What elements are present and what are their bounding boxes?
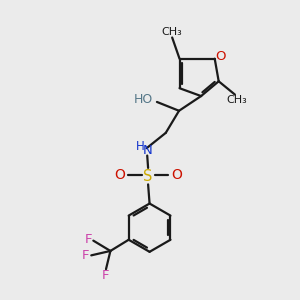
Text: F: F — [82, 249, 89, 262]
Text: O: O — [171, 168, 182, 182]
Text: O: O — [114, 168, 125, 182]
Text: N: N — [143, 144, 153, 157]
Text: CH₃: CH₃ — [226, 95, 247, 105]
Text: H: H — [136, 140, 144, 153]
Text: HO: HO — [134, 93, 153, 106]
Text: CH₃: CH₃ — [162, 27, 182, 37]
Text: F: F — [84, 233, 92, 246]
Text: F: F — [101, 269, 109, 282]
Text: O: O — [215, 50, 225, 63]
Text: S: S — [143, 169, 153, 184]
